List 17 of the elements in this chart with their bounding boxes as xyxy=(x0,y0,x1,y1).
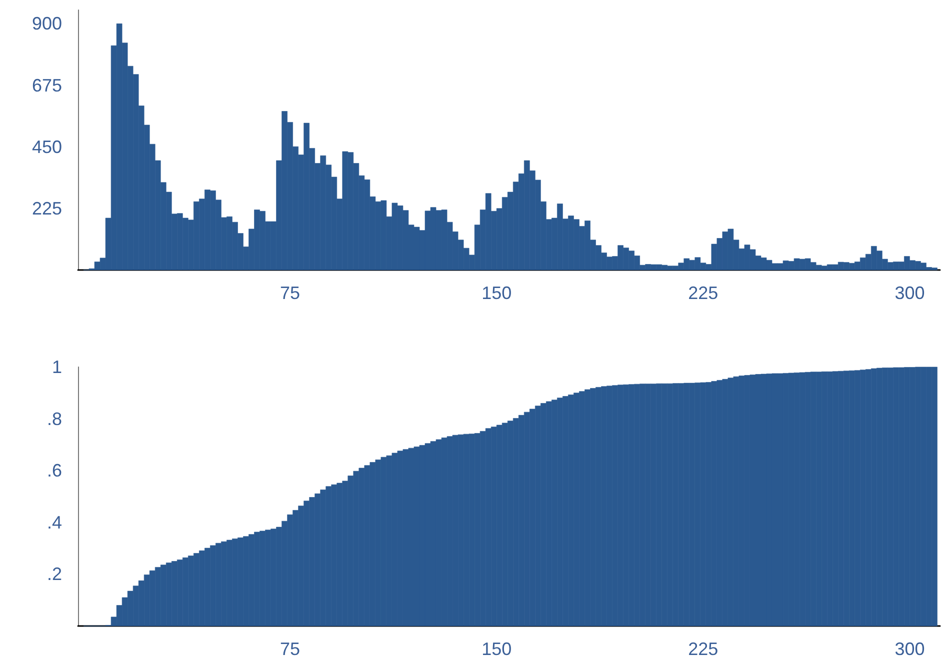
y-tick-label: 675 xyxy=(32,75,62,96)
x-tick-label: 150 xyxy=(482,639,512,659)
x-tick-label: 300 xyxy=(894,283,925,303)
y-tick-label: .6 xyxy=(46,460,62,481)
y-tick-label: 1 xyxy=(52,357,62,377)
y-tick-label: .4 xyxy=(46,512,62,532)
x-tick-label: 300 xyxy=(894,639,925,659)
x-tick-label: 75 xyxy=(280,283,300,303)
y-tick-label: .8 xyxy=(46,408,62,429)
y-tick-label: 225 xyxy=(32,198,62,218)
y-tick-label: 450 xyxy=(32,136,62,157)
x-tick-label: 75 xyxy=(280,639,300,659)
x-tick-label: 225 xyxy=(688,639,718,659)
y-tick-label: .2 xyxy=(46,564,62,584)
x-tick-label: 225 xyxy=(688,283,718,303)
x-tick-label: 150 xyxy=(482,283,512,303)
y-tick-label: 900 xyxy=(32,14,62,34)
